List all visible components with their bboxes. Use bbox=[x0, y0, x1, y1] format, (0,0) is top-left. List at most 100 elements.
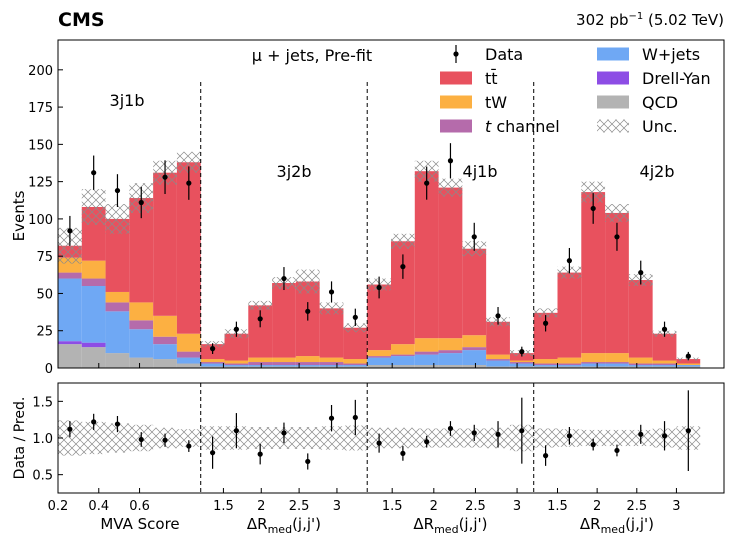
bar-tchannel bbox=[105, 302, 130, 312]
legend-swatch bbox=[597, 95, 629, 109]
ratio-point bbox=[638, 431, 644, 437]
bar-tchannel bbox=[295, 362, 320, 366]
main-data-points bbox=[67, 143, 691, 361]
bar-qcd bbox=[176, 363, 201, 368]
ratio-point bbox=[91, 419, 97, 425]
bar-tchannel bbox=[557, 363, 582, 366]
bar-qcd bbox=[438, 365, 463, 368]
bar-tW bbox=[652, 360, 677, 364]
bar-tW bbox=[605, 353, 629, 363]
bar-tW bbox=[676, 363, 701, 366]
legend-label: t channel bbox=[485, 117, 560, 136]
data-point bbox=[233, 326, 239, 332]
legend-label: tW bbox=[485, 93, 507, 112]
legend-item-data: Data bbox=[453, 45, 523, 64]
bar-tW bbox=[295, 356, 320, 363]
y-tick-label: 25 bbox=[36, 325, 53, 340]
bar-wjets bbox=[533, 365, 558, 367]
legend-label: Drell-Yan bbox=[642, 69, 711, 88]
bar-qcd bbox=[153, 359, 177, 368]
bar-qcd bbox=[295, 366, 320, 368]
bar-ttbar bbox=[414, 171, 439, 339]
bar-tW bbox=[509, 360, 534, 363]
bar-qcd bbox=[581, 366, 606, 368]
bar-tchannel bbox=[272, 362, 296, 366]
ratio-point bbox=[233, 428, 239, 434]
bar-dy bbox=[58, 341, 82, 345]
ratio-unc-bin bbox=[581, 429, 606, 447]
legend-label: tt̄ bbox=[485, 69, 498, 88]
bar-tW bbox=[343, 359, 368, 364]
bar-ttbar bbox=[367, 284, 391, 351]
channel-label: μ + jets, Pre-fit bbox=[252, 46, 372, 65]
legend-item-wjets: W+jets bbox=[597, 45, 700, 64]
ratio-point bbox=[614, 447, 620, 454]
ratio-point bbox=[162, 437, 168, 443]
bar-ttbar bbox=[153, 172, 177, 316]
data-point bbox=[352, 314, 358, 320]
data-point bbox=[566, 258, 572, 264]
bar-ttbar bbox=[391, 241, 415, 345]
ratio-y-ticks: 0.5 1.0 1.5 bbox=[32, 395, 63, 484]
y-tick-label: 200 bbox=[28, 64, 53, 79]
main-axes bbox=[57, 39, 725, 369]
data-point bbox=[519, 349, 525, 355]
ratio-unc-bin bbox=[391, 427, 415, 449]
main-y-ticks: 0 25 50 75 100 125 150 175 200 bbox=[28, 64, 63, 377]
data-point bbox=[543, 320, 549, 326]
bar-tW bbox=[462, 335, 487, 348]
data-point bbox=[114, 187, 121, 194]
bar-tchannel bbox=[224, 363, 249, 366]
region-label-3j1b: 3j1b bbox=[110, 91, 145, 110]
bar-tW bbox=[105, 291, 130, 303]
unc-band-bin bbox=[438, 178, 463, 197]
x-axis-label: ΔRmed(j,j') bbox=[413, 515, 487, 534]
legend-item-ttbar: tt̄ bbox=[440, 69, 498, 88]
ratio-point bbox=[281, 430, 287, 436]
x-tick-label: 3 bbox=[513, 499, 521, 514]
bar-wjets bbox=[295, 365, 320, 367]
x-tick-label: 2.5 bbox=[465, 499, 486, 514]
bar-tchannel bbox=[486, 359, 510, 361]
bar-tW bbox=[224, 360, 249, 364]
data-point bbox=[186, 180, 192, 186]
ratio-point bbox=[328, 415, 335, 421]
bar-qcd bbox=[81, 347, 106, 368]
bar-wjets bbox=[605, 363, 629, 367]
bar-ttbar bbox=[176, 162, 201, 334]
ratio-point bbox=[495, 431, 501, 437]
luminosity-label: 302 pb−1 (5.02 TeV) bbox=[576, 11, 724, 29]
bar-wjets bbox=[81, 286, 106, 343]
bar-tchannel bbox=[58, 272, 82, 279]
data-point bbox=[495, 313, 501, 319]
ratio-point bbox=[138, 436, 144, 443]
bar-tchannel bbox=[628, 363, 653, 366]
ratio-point bbox=[590, 442, 596, 448]
data-point bbox=[305, 308, 311, 314]
y-tick-label: 175 bbox=[28, 101, 53, 116]
bar-wjets bbox=[557, 365, 582, 367]
ratio-point bbox=[210, 450, 216, 456]
bar-tchannel bbox=[605, 362, 629, 364]
bar-wjets bbox=[438, 353, 463, 366]
bar-wjets bbox=[105, 311, 130, 354]
unc-band-bin bbox=[295, 269, 320, 294]
data-point bbox=[328, 289, 335, 295]
bar-tchannel bbox=[248, 362, 273, 366]
ratio-point bbox=[400, 450, 406, 456]
ratio-point bbox=[376, 440, 382, 446]
bar-qcd bbox=[533, 366, 558, 368]
data-point bbox=[661, 326, 668, 332]
region-label-3j2b: 3j2b bbox=[277, 162, 312, 181]
ratio-unc-bin bbox=[81, 421, 106, 455]
data-point bbox=[138, 199, 144, 206]
x-axis-label: ΔRmed(j,j') bbox=[580, 515, 654, 534]
bar-tchannel bbox=[367, 356, 391, 358]
bar-wjets bbox=[367, 357, 391, 366]
bar-tW bbox=[248, 357, 273, 363]
legend-swatch bbox=[597, 47, 629, 61]
legend-label: W+jets bbox=[642, 45, 700, 64]
unc-band-bin bbox=[581, 181, 606, 203]
bar-tchannel bbox=[153, 336, 177, 345]
ratio-point bbox=[114, 421, 121, 427]
